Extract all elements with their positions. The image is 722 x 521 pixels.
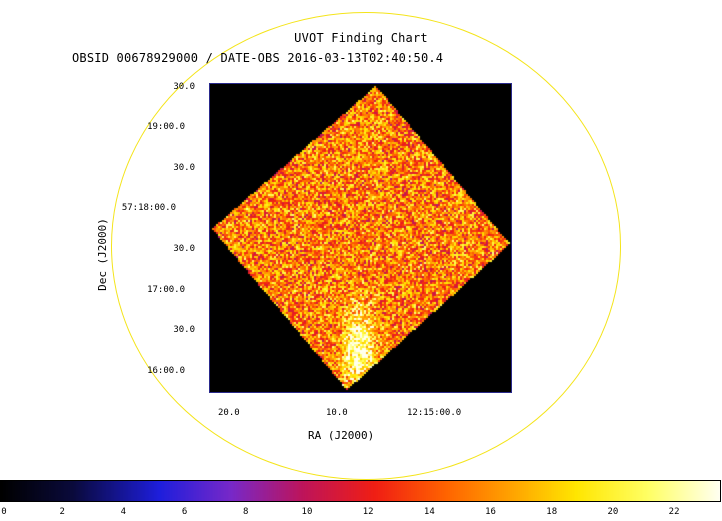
colorbar-tick-label: 4	[120, 507, 127, 517]
field-of-view-circle	[111, 12, 621, 480]
ra-tick-label: 20.0	[218, 408, 240, 418]
dec-tick-label: 17:00.0	[147, 285, 185, 295]
colorbar-tick-label: 8	[243, 507, 249, 517]
colorbar	[0, 480, 721, 502]
colorbar-tick-label: 22	[668, 507, 680, 517]
dec-tick-label: 30.0	[173, 244, 195, 254]
x-axis-title: RA (J2000)	[308, 429, 375, 442]
colorbar-tick-label: 16	[485, 507, 496, 517]
dec-tick-label: 30.0	[173, 325, 195, 335]
colorbar-tick-label: 0	[1, 507, 7, 517]
colorbar-tick-label: 14	[423, 507, 435, 517]
sky-image	[210, 84, 511, 392]
dec-tick-label: 16:00.0	[147, 366, 185, 376]
chart-subtitle: OBSID 00678929000 / DATE-OBS 2016-03-13T…	[72, 51, 444, 65]
chart-title: UVOT Finding Chart	[294, 31, 428, 45]
y-axis-title: Dec (J2000)	[95, 218, 109, 291]
dec-tick-label: 57:18:00.0	[121, 203, 176, 213]
sky-image-frame	[209, 83, 512, 393]
colorbar-tick-label: 10	[301, 507, 313, 517]
colorbar-tick-label: 12	[362, 507, 374, 517]
colorbar-tick-label: 6	[181, 507, 188, 517]
colorbar-tick-label: 20	[607, 507, 619, 517]
colorbar-tick-label: 2	[59, 507, 65, 517]
dec-tick-label: 30.0	[173, 163, 195, 173]
colorbar-tick-label: 18	[546, 507, 558, 517]
ra-tick-label: 12:15:00.0	[407, 408, 462, 418]
dec-tick-label: 19:00.0	[147, 122, 185, 132]
dec-tick-label: 30.0	[173, 82, 195, 92]
ra-tick-label: 10.0	[326, 408, 348, 418]
